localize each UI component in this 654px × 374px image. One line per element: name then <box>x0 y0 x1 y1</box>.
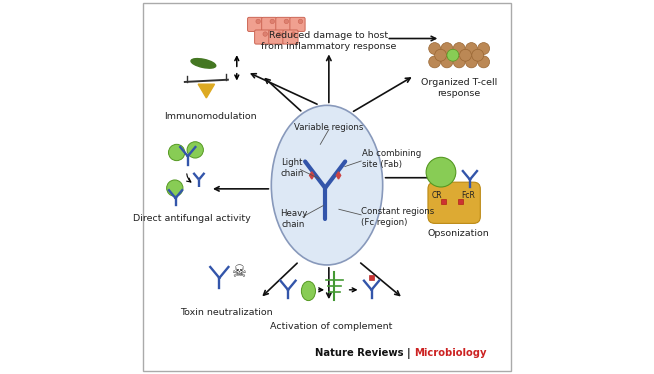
Circle shape <box>277 32 281 36</box>
Circle shape <box>472 49 484 61</box>
Text: Reduced damage to host
from inflammatory response: Reduced damage to host from inflammatory… <box>261 31 396 51</box>
FancyBboxPatch shape <box>248 17 263 31</box>
Circle shape <box>453 43 465 55</box>
Text: Nature Reviews |: Nature Reviews | <box>315 348 414 359</box>
Text: Immunomodulation: Immunomodulation <box>165 112 257 121</box>
Circle shape <box>167 180 183 196</box>
Text: Light
chain: Light chain <box>280 158 303 178</box>
Text: Variable regions: Variable regions <box>294 123 364 132</box>
Circle shape <box>169 144 185 161</box>
Ellipse shape <box>191 59 216 68</box>
Circle shape <box>453 56 465 68</box>
Polygon shape <box>198 84 215 98</box>
Circle shape <box>187 142 203 158</box>
Circle shape <box>256 19 260 24</box>
FancyBboxPatch shape <box>283 30 298 44</box>
Circle shape <box>477 43 490 55</box>
Text: Toxin neutralization: Toxin neutralization <box>181 307 273 317</box>
Text: Organized T-cell
response: Organized T-cell response <box>421 78 497 98</box>
Text: ☠: ☠ <box>232 263 247 281</box>
Bar <box>441 199 446 204</box>
Circle shape <box>441 43 453 55</box>
Circle shape <box>447 49 459 61</box>
FancyBboxPatch shape <box>276 17 291 31</box>
Circle shape <box>426 157 456 187</box>
Text: Direct antifungal activity: Direct antifungal activity <box>133 214 250 223</box>
Text: CR: CR <box>431 191 442 200</box>
Text: Activation of complement: Activation of complement <box>269 322 392 331</box>
Text: FcR: FcR <box>461 191 475 200</box>
FancyBboxPatch shape <box>290 17 305 31</box>
Circle shape <box>466 56 477 68</box>
Circle shape <box>270 19 275 24</box>
FancyBboxPatch shape <box>143 3 511 371</box>
FancyBboxPatch shape <box>269 30 284 44</box>
FancyBboxPatch shape <box>428 182 480 223</box>
Text: Opsonization: Opsonization <box>428 229 490 238</box>
Circle shape <box>284 19 288 24</box>
FancyBboxPatch shape <box>262 17 277 31</box>
Polygon shape <box>336 172 341 179</box>
Circle shape <box>435 49 447 61</box>
Text: Ab combining
site (Fab): Ab combining site (Fab) <box>362 149 422 169</box>
Bar <box>369 275 374 280</box>
FancyBboxPatch shape <box>254 30 270 44</box>
Text: Heavy
chain: Heavy chain <box>280 208 307 229</box>
Text: Constant regions
(Fc region): Constant regions (Fc region) <box>361 207 434 227</box>
Circle shape <box>429 43 441 55</box>
Bar <box>458 199 463 204</box>
Circle shape <box>441 56 453 68</box>
Circle shape <box>291 32 296 36</box>
Circle shape <box>466 43 477 55</box>
Polygon shape <box>309 172 314 179</box>
Circle shape <box>298 19 303 24</box>
Circle shape <box>477 56 490 68</box>
Circle shape <box>460 49 472 61</box>
Text: Microbiology: Microbiology <box>414 348 487 358</box>
Circle shape <box>263 32 267 36</box>
Ellipse shape <box>271 105 383 265</box>
Ellipse shape <box>301 281 315 301</box>
Circle shape <box>429 56 441 68</box>
